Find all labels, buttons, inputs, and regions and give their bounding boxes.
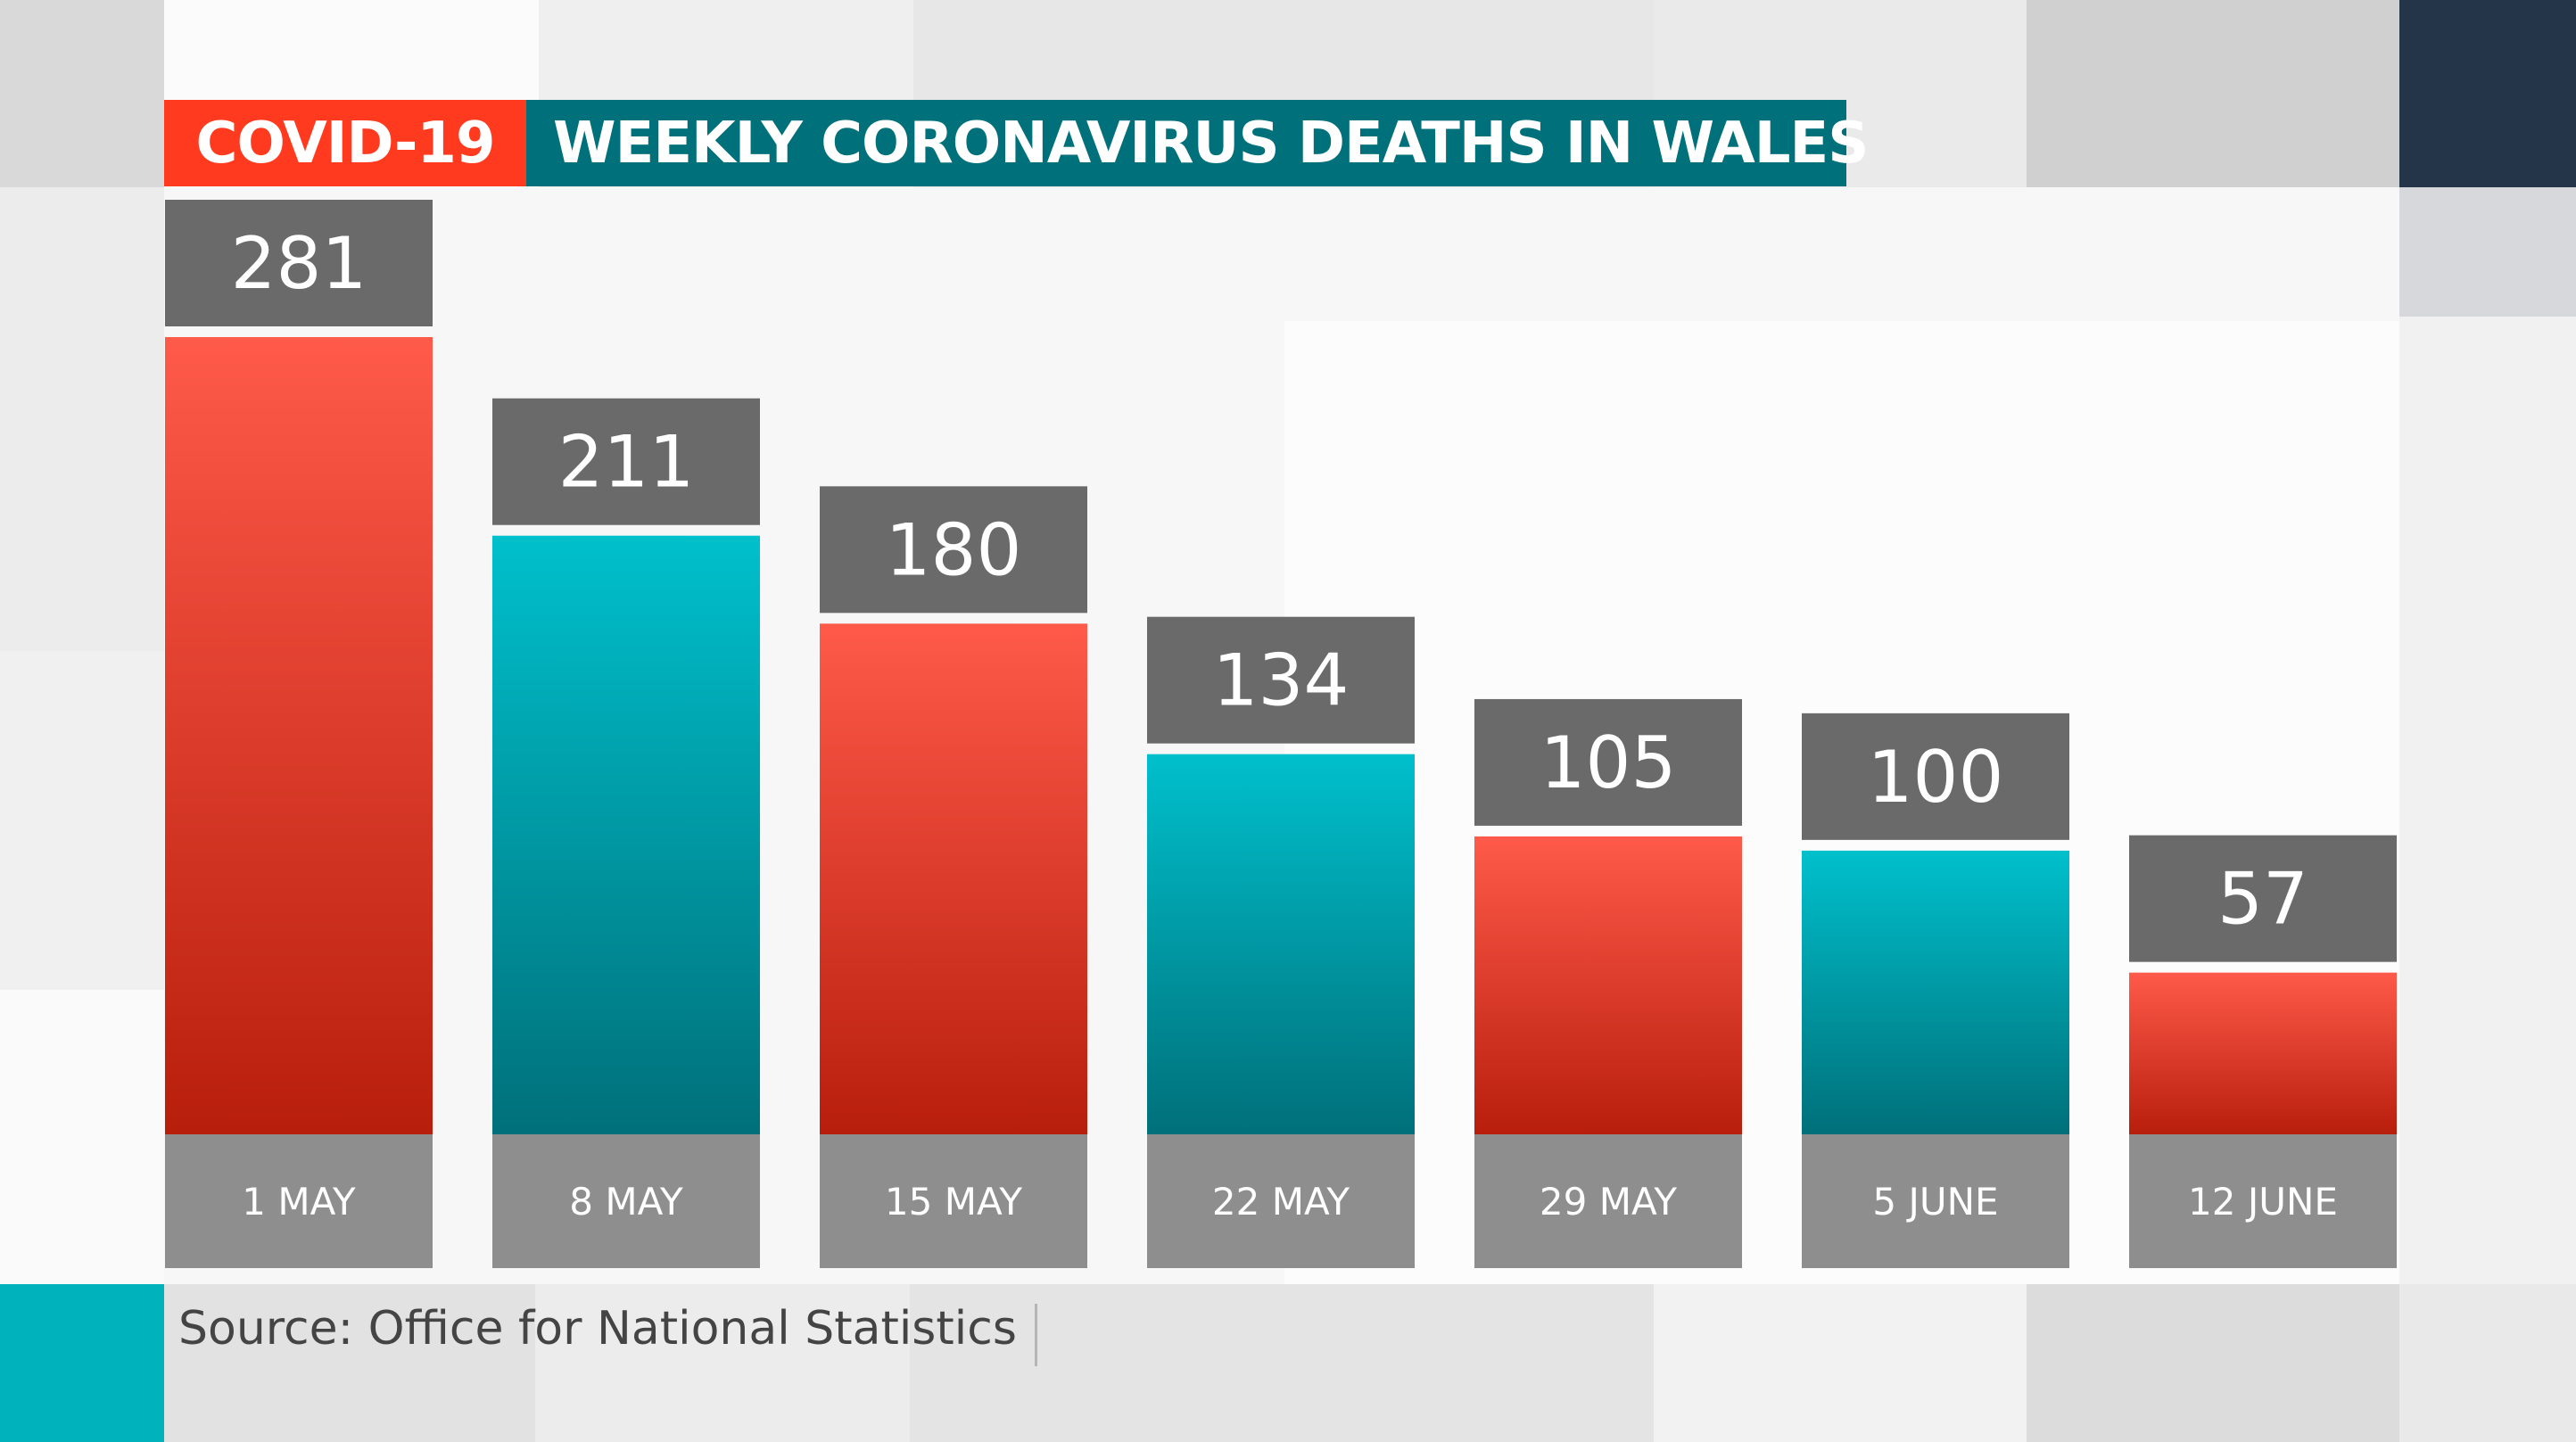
value-label-box	[1474, 698, 1742, 826]
category-label: 5 JUNE	[1872, 1180, 1998, 1224]
category-label: 29 MAY	[1540, 1180, 1678, 1224]
category-label-box	[492, 1134, 760, 1268]
bar	[492, 535, 760, 1134]
bg-tile	[164, 1284, 535, 1442]
value-label-box	[2129, 835, 2397, 962]
bar	[1802, 850, 2069, 1134]
corner-block	[2399, 0, 2576, 187]
category-label: 1 MAY	[242, 1180, 356, 1224]
category-label-box	[2129, 1134, 2397, 1268]
bar	[165, 337, 433, 1134]
bg-tile	[2399, 317, 2576, 1284]
category-label: 15 MAY	[885, 1180, 1023, 1224]
value-label-box	[165, 200, 433, 326]
bg-tile	[0, 990, 164, 1284]
value-label: 134	[1213, 639, 1350, 722]
title-tag: COVID-19	[164, 100, 526, 186]
bar	[1147, 754, 1415, 1134]
value-label: 211	[558, 421, 695, 504]
bg-tile	[2027, 0, 2399, 187]
category-label: 22 MAY	[1212, 1180, 1350, 1224]
chart-title: WEEKLY CORONAVIRUS DEATHS IN WALES	[526, 100, 1869, 186]
value-label-box	[820, 486, 1087, 614]
category-label: 8 MAY	[569, 1180, 683, 1224]
bg-tile	[0, 187, 164, 651]
source-note: Source: Office for National Statistics	[178, 1302, 1017, 1355]
bar	[820, 623, 1087, 1134]
bg-tile	[2399, 1284, 2576, 1442]
source-divider	[1035, 1304, 1037, 1366]
value-label-box	[492, 398, 760, 525]
bg-tile	[0, 0, 164, 187]
value-label: 57	[2217, 858, 2308, 941]
bar	[1474, 836, 1742, 1134]
bg-tile	[535, 1284, 910, 1442]
bar	[2129, 972, 2397, 1134]
value-label-box	[1147, 616, 1415, 744]
bg-tile	[2399, 187, 2576, 317]
value-label: 180	[886, 508, 1022, 591]
value-label: 281	[231, 222, 367, 305]
category-label-box	[820, 1134, 1087, 1268]
category-label-box	[1802, 1134, 2069, 1268]
source-accent-block	[0, 1284, 164, 1442]
category-label-box	[1147, 1134, 1415, 1268]
value-label: 100	[1868, 736, 2004, 819]
bg-tile	[910, 1284, 1654, 1442]
title-bar: COVID-19 WEEKLY CORONAVIRUS DEATHS IN WA…	[164, 100, 1869, 186]
category-label-box	[1474, 1134, 1742, 1268]
value-label-box	[1802, 713, 2069, 840]
bg-tile	[1654, 1284, 2027, 1442]
value-label: 105	[1540, 721, 1677, 804]
bg-tile	[2027, 1284, 2399, 1442]
category-label-box	[165, 1134, 433, 1268]
category-label: 12 JUNE	[2188, 1180, 2338, 1224]
bg-tile	[0, 651, 164, 990]
